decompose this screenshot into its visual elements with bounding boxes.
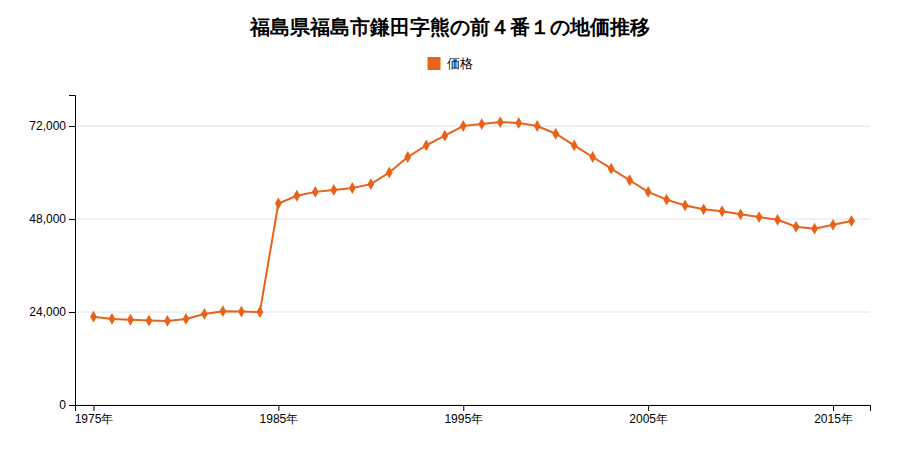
marker bbox=[146, 315, 153, 327]
y-tick-mark bbox=[69, 312, 75, 313]
marker bbox=[312, 186, 319, 198]
y-tick: 24,000 bbox=[29, 305, 75, 319]
marker bbox=[552, 128, 559, 140]
x-tick: 2015年 bbox=[814, 405, 853, 426]
y-tick-label: 72,000 bbox=[29, 119, 66, 133]
title: 福島県福島市鎌田字熊の前４番１の地価推移 bbox=[249, 15, 650, 39]
marker bbox=[238, 306, 245, 318]
x-tick-mark bbox=[463, 405, 464, 411]
marker bbox=[127, 314, 134, 326]
y-tick-mark bbox=[69, 126, 75, 127]
x-tick-mark bbox=[833, 405, 834, 411]
marker bbox=[201, 308, 208, 320]
marker bbox=[811, 223, 818, 235]
marker bbox=[793, 221, 800, 233]
marker bbox=[164, 315, 171, 327]
y-axis-line bbox=[69, 96, 76, 406]
legend-swatch bbox=[428, 57, 441, 70]
marker bbox=[830, 219, 837, 231]
y-tick-label: 0 bbox=[59, 398, 66, 412]
marker bbox=[441, 130, 448, 142]
y-tick: 48,000 bbox=[29, 212, 75, 226]
y-tick-label: 24,000 bbox=[29, 305, 66, 319]
marker bbox=[774, 214, 781, 226]
marker bbox=[293, 190, 300, 202]
marker bbox=[109, 313, 116, 325]
grid-line bbox=[75, 312, 870, 313]
marker bbox=[330, 184, 337, 196]
marker bbox=[848, 215, 855, 227]
x-tick: 1975年 bbox=[75, 405, 114, 426]
marker bbox=[515, 117, 522, 129]
y-tick: 0 bbox=[59, 398, 75, 412]
marker bbox=[497, 116, 504, 128]
line bbox=[93, 122, 851, 321]
marker bbox=[663, 194, 670, 206]
marks bbox=[90, 116, 855, 327]
legend-item: 価格 bbox=[428, 56, 473, 71]
x-tick-label: 1995年 bbox=[444, 412, 483, 426]
marker bbox=[534, 120, 541, 132]
marker bbox=[423, 139, 430, 151]
marker bbox=[589, 151, 596, 163]
legend: 価格 bbox=[428, 56, 473, 71]
x-tick-mark bbox=[93, 405, 94, 411]
marker bbox=[220, 305, 227, 317]
y-tick-mark bbox=[69, 405, 75, 406]
marker bbox=[367, 178, 374, 190]
x-tick: 1995年 bbox=[444, 405, 483, 426]
x-tick-mark bbox=[278, 405, 279, 411]
marker bbox=[737, 208, 744, 220]
x-tick-label: 2015年 bbox=[814, 412, 853, 426]
marker bbox=[90, 311, 97, 323]
marker bbox=[275, 198, 282, 210]
x-tick: 1985年 bbox=[260, 405, 299, 426]
marker bbox=[626, 174, 633, 186]
x-axis-line bbox=[76, 406, 871, 412]
marker bbox=[719, 205, 726, 217]
grid-line bbox=[75, 219, 870, 220]
marker bbox=[478, 118, 485, 130]
x-tick: 2005年 bbox=[629, 405, 668, 426]
marker bbox=[645, 186, 652, 198]
chart: 1975年 1985年 1995年 2005年 2015年 0 24,000 48,000 72… bbox=[0, 0, 900, 450]
y-tick-label: 48,000 bbox=[29, 212, 66, 226]
x-axis: 1975年 1985年 1995年 2005年 2015年 bbox=[75, 405, 871, 426]
legend-label: 価格 bbox=[447, 56, 473, 71]
y-tick-mark bbox=[69, 219, 75, 220]
marker bbox=[682, 200, 689, 212]
y-axis: 0 24,000 48,000 72,000 bbox=[29, 96, 75, 413]
marker bbox=[183, 313, 190, 325]
marker bbox=[460, 120, 467, 132]
marker bbox=[756, 211, 763, 223]
x-tick-label: 1985年 bbox=[260, 412, 299, 426]
y-tick: 72,000 bbox=[29, 119, 75, 133]
x-tick-mark bbox=[648, 405, 649, 411]
marker bbox=[608, 163, 615, 175]
marker bbox=[256, 306, 263, 318]
marker bbox=[349, 182, 356, 194]
plot-area: 1975年 1985年 1995年 2005年 2015年 0 24,000 48,000 72… bbox=[29, 96, 870, 426]
marker bbox=[404, 151, 411, 163]
grid bbox=[75, 126, 870, 405]
marker bbox=[386, 167, 393, 179]
marker bbox=[571, 139, 578, 151]
x-tick-label: 2005年 bbox=[629, 412, 668, 426]
marker bbox=[700, 203, 707, 215]
x-tick-label: 1975年 bbox=[75, 412, 114, 426]
